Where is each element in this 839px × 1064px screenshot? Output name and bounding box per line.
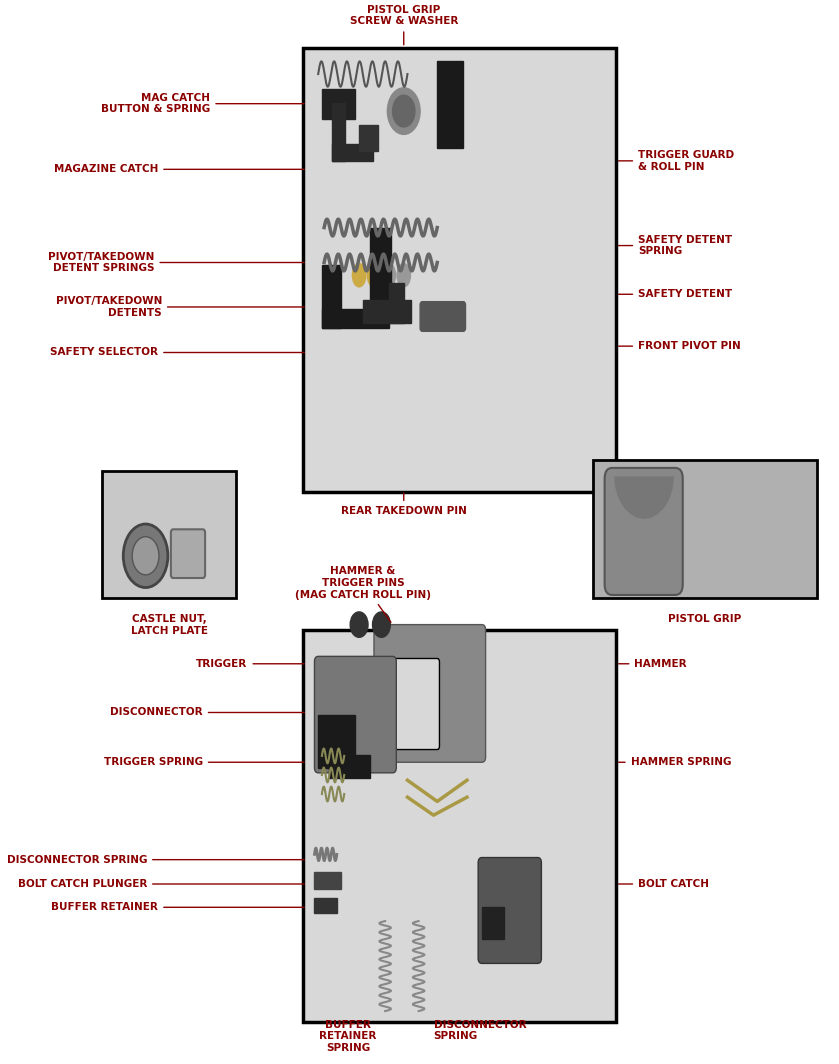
Bar xyxy=(102,471,237,598)
Circle shape xyxy=(388,88,420,134)
Circle shape xyxy=(133,536,159,575)
Text: HAMMER: HAMMER xyxy=(618,659,687,669)
Wedge shape xyxy=(614,477,674,519)
Ellipse shape xyxy=(397,264,410,287)
Bar xyxy=(318,715,356,767)
FancyBboxPatch shape xyxy=(171,529,205,578)
Bar xyxy=(322,89,356,118)
Text: PISTOL GRIP
SCREW & WASHER: PISTOL GRIP SCREW & WASHER xyxy=(350,5,458,45)
Ellipse shape xyxy=(367,264,381,287)
Text: TRIGGER GUARD
& ROLL PIN: TRIGGER GUARD & ROLL PIN xyxy=(618,150,734,171)
Bar xyxy=(330,754,370,778)
Text: TRIGGER: TRIGGER xyxy=(196,659,305,669)
Circle shape xyxy=(373,612,390,637)
Text: CASTLE NUT,
LATCH PLATE: CASTLE NUT, LATCH PLATE xyxy=(131,614,208,635)
Bar xyxy=(304,48,616,493)
Text: SAFETY SELECTOR: SAFETY SELECTOR xyxy=(50,348,305,358)
Bar xyxy=(482,908,504,940)
Text: PIVOT/TAKEDOWN
DETENT SPRINGS: PIVOT/TAKEDOWN DETENT SPRINGS xyxy=(48,252,305,273)
Text: DISCONNECTOR: DISCONNECTOR xyxy=(110,708,305,717)
Bar xyxy=(315,872,341,890)
FancyBboxPatch shape xyxy=(383,659,440,749)
Bar xyxy=(322,309,388,328)
Bar xyxy=(322,265,341,328)
FancyBboxPatch shape xyxy=(420,302,466,331)
Bar xyxy=(304,630,616,1021)
Text: PISTOL GRIP: PISTOL GRIP xyxy=(669,614,742,624)
Circle shape xyxy=(123,523,168,587)
Text: MAGAZINE CATCH: MAGAZINE CATCH xyxy=(54,164,305,174)
FancyBboxPatch shape xyxy=(605,468,683,595)
Text: FRONT PIVOT PIN: FRONT PIVOT PIN xyxy=(618,342,741,351)
Text: SAFETY DETENT: SAFETY DETENT xyxy=(618,289,732,299)
Circle shape xyxy=(393,95,415,127)
Text: HAMMER SPRING: HAMMER SPRING xyxy=(618,758,731,767)
Text: HAMMER &
TRIGGER PINS
(MAG CATCH ROLL PIN): HAMMER & TRIGGER PINS (MAG CATCH ROLL PI… xyxy=(294,566,431,622)
Ellipse shape xyxy=(352,264,366,287)
Text: MAG CATCH
BUTTON & SPRING: MAG CATCH BUTTON & SPRING xyxy=(101,93,305,115)
Text: DISCONNECTOR SPRING: DISCONNECTOR SPRING xyxy=(7,854,305,865)
Bar xyxy=(362,300,411,322)
Text: BOLT CATCH: BOLT CATCH xyxy=(618,879,709,890)
Bar xyxy=(388,283,404,322)
Text: TRIGGER SPRING: TRIGGER SPRING xyxy=(104,758,305,767)
Bar xyxy=(370,228,391,317)
Text: SAFETY DETENT
SPRING: SAFETY DETENT SPRING xyxy=(618,235,732,256)
Text: REAR TAKEDOWN PIN: REAR TAKEDOWN PIN xyxy=(341,493,466,516)
Bar xyxy=(315,898,336,913)
Bar xyxy=(331,144,373,161)
FancyBboxPatch shape xyxy=(374,625,486,762)
FancyBboxPatch shape xyxy=(478,858,541,963)
Text: DISCONNECTOR
SPRING: DISCONNECTOR SPRING xyxy=(434,1019,526,1042)
Bar xyxy=(593,461,816,598)
Circle shape xyxy=(350,612,368,637)
Text: BUFFER RETAINER: BUFFER RETAINER xyxy=(51,902,305,912)
Bar xyxy=(331,102,345,161)
Bar xyxy=(437,62,463,148)
FancyBboxPatch shape xyxy=(315,656,396,772)
Ellipse shape xyxy=(383,264,395,287)
Bar xyxy=(359,124,378,151)
Text: PIVOT/TAKEDOWN
DETENTS: PIVOT/TAKEDOWN DETENTS xyxy=(55,296,305,318)
Text: BUFFER
RETAINER
SPRING: BUFFER RETAINER SPRING xyxy=(320,1019,377,1052)
Text: BOLT CATCH PLUNGER: BOLT CATCH PLUNGER xyxy=(18,879,305,890)
